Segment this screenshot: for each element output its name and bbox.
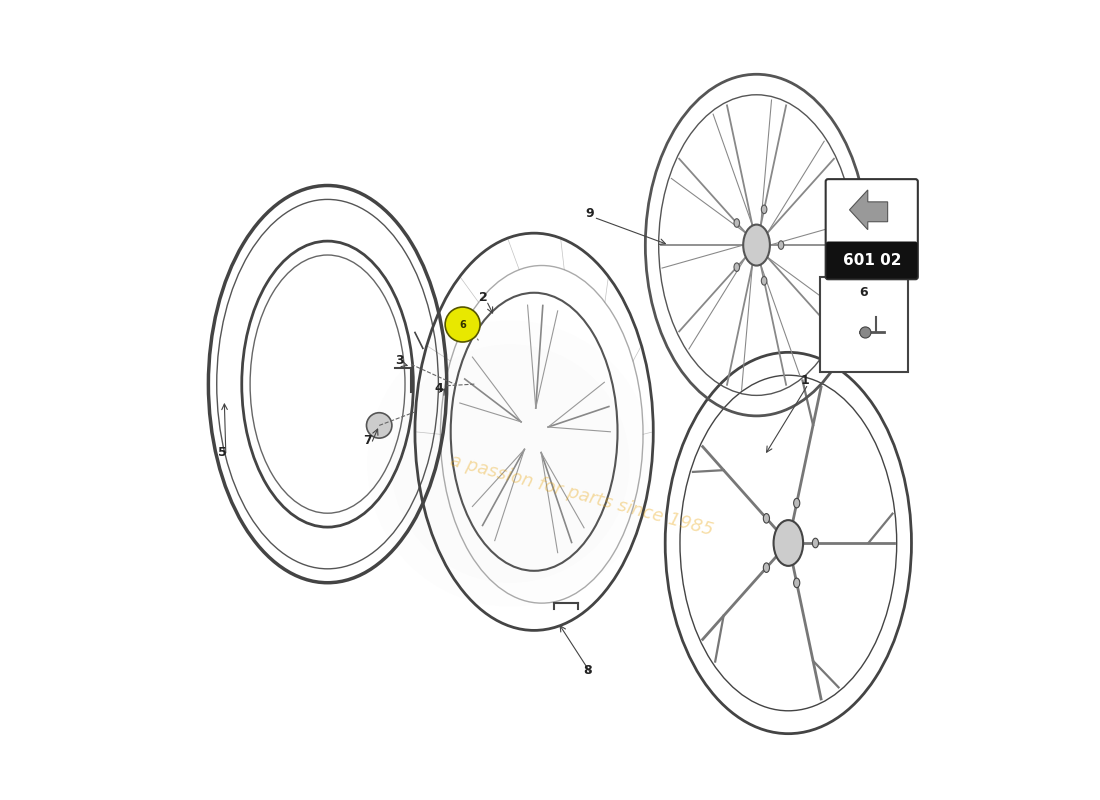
Ellipse shape xyxy=(734,263,739,271)
Ellipse shape xyxy=(778,241,784,250)
Text: 2: 2 xyxy=(478,290,487,304)
Circle shape xyxy=(366,413,392,438)
Text: 5: 5 xyxy=(218,446,227,458)
FancyBboxPatch shape xyxy=(821,277,908,372)
Ellipse shape xyxy=(793,578,800,588)
Ellipse shape xyxy=(812,538,818,548)
Text: 6: 6 xyxy=(859,286,868,299)
FancyBboxPatch shape xyxy=(826,179,917,279)
Ellipse shape xyxy=(744,225,770,266)
Text: 601 02: 601 02 xyxy=(843,253,901,268)
Circle shape xyxy=(446,307,480,342)
Text: 1: 1 xyxy=(801,374,808,387)
Circle shape xyxy=(392,344,629,582)
Polygon shape xyxy=(849,190,888,230)
Text: 4: 4 xyxy=(434,382,443,395)
Ellipse shape xyxy=(773,520,803,566)
Circle shape xyxy=(860,327,871,338)
Text: 9: 9 xyxy=(586,207,594,220)
Ellipse shape xyxy=(793,498,800,508)
Ellipse shape xyxy=(761,205,767,214)
Text: 3: 3 xyxy=(395,354,404,367)
Text: 6: 6 xyxy=(459,319,466,330)
Text: 7: 7 xyxy=(363,434,372,446)
FancyBboxPatch shape xyxy=(826,242,917,278)
Ellipse shape xyxy=(763,563,770,573)
Text: a passion for parts since 1985: a passion for parts since 1985 xyxy=(448,451,715,539)
Ellipse shape xyxy=(763,514,770,523)
Ellipse shape xyxy=(761,277,767,285)
Text: 8: 8 xyxy=(583,664,592,677)
Ellipse shape xyxy=(734,218,739,227)
Circle shape xyxy=(367,321,653,606)
